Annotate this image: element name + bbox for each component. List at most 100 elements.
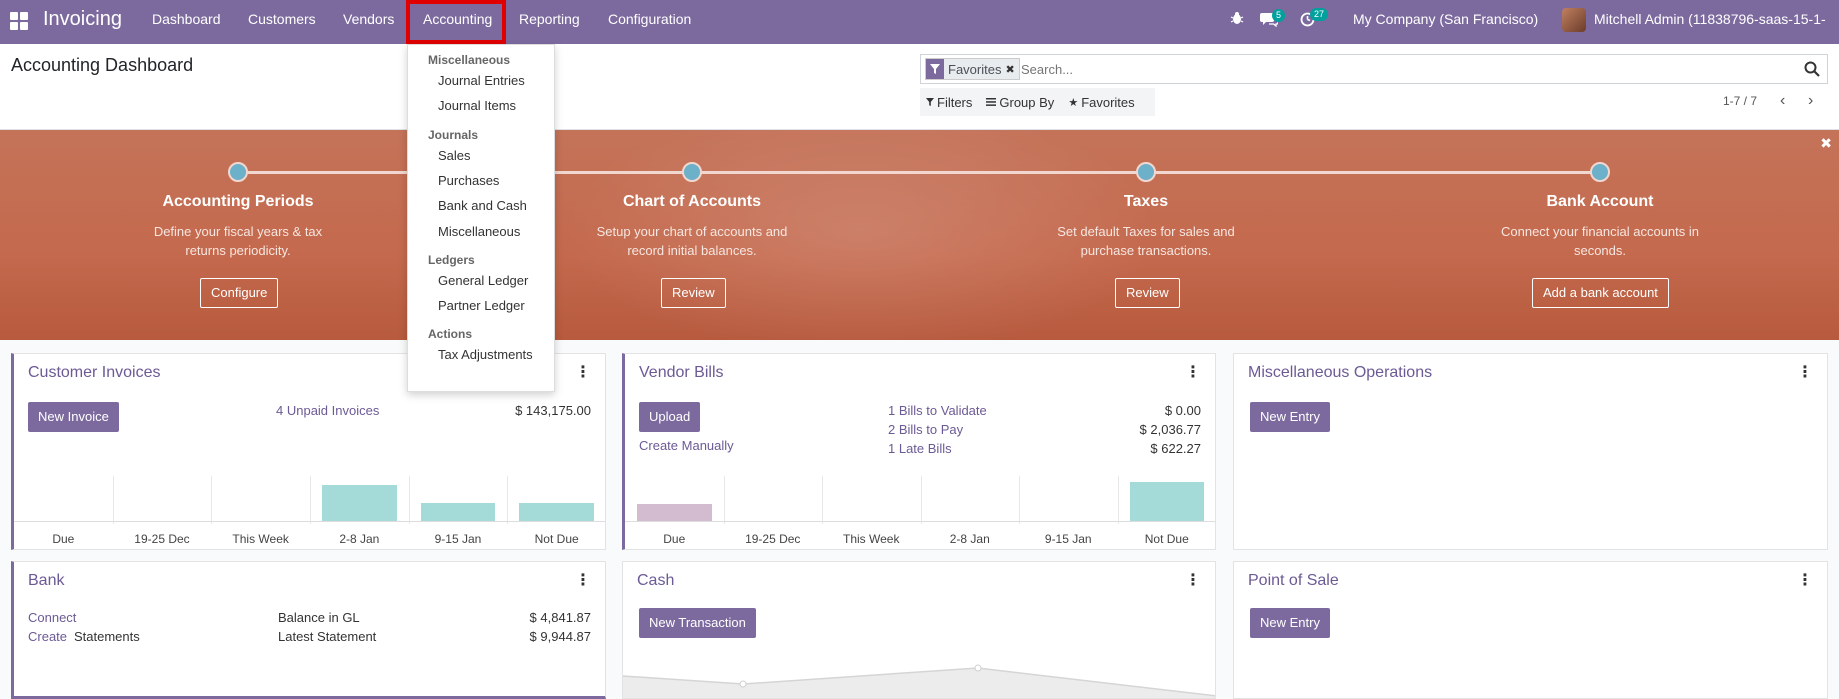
groupby-label: Group By [999, 94, 1055, 110]
kebab-menu-icon[interactable]: ⋮ [1185, 572, 1201, 589]
card-title[interactable]: Vendor Bills [639, 364, 724, 381]
step-action-button[interactable]: Add a bank account [1532, 278, 1669, 308]
messages-badge: 5 [1272, 9, 1286, 22]
step-description: Setup your chart of accounts and [596, 224, 788, 239]
dropdown-item[interactable]: Miscellaneous [438, 223, 521, 239]
upload-button[interactable]: Upload [639, 402, 701, 432]
card-title[interactable]: Bank [28, 572, 65, 589]
search-facet[interactable]: Favorites ✖ [925, 58, 1020, 80]
dropdown-item[interactable]: Journal Items [438, 98, 517, 114]
bank-statements-text: Statements [74, 629, 140, 644]
step-action-button[interactable]: Review [1115, 278, 1180, 308]
dropdown-section-header: Actions [428, 327, 473, 342]
chart-bar[interactable] [420, 503, 496, 521]
search-icon[interactable] [1803, 60, 1821, 78]
chart-column [1117, 476, 1216, 524]
late-bills-link[interactable]: 1 Late Bills [888, 441, 952, 456]
dropdown-item[interactable]: Sales [438, 147, 471, 163]
dropdown-item[interactable]: Tax Adjustments [438, 347, 533, 363]
search-input[interactable] [1021, 59, 1781, 79]
search-options: Filters Group By ★ Favorites [920, 88, 1155, 116]
step-description: record initial balances. [627, 243, 757, 258]
dropdown-item[interactable]: Partner Ledger [438, 298, 525, 314]
chart-column [822, 476, 921, 524]
chart-column [1019, 476, 1118, 524]
card-cash: Cash ⋮ New Transaction [622, 561, 1216, 699]
card-bank: Bank ⋮ Connect Create Statements Balance… [11, 561, 606, 699]
dropdown-section-header: Ledgers [428, 252, 475, 267]
menu-reporting[interactable]: Reporting [519, 11, 580, 27]
bills-to-pay-amount: $ 2,036.77 [1139, 422, 1201, 437]
groupby-button[interactable]: Group By [986, 95, 1054, 110]
chart-bar[interactable] [519, 503, 594, 521]
close-icon[interactable]: ✖ [1820, 135, 1832, 151]
menu-accounting[interactable]: Accounting [423, 11, 493, 27]
step-action-button[interactable]: Configure [200, 278, 279, 308]
card-point-of-sale: Point of Sale ⋮ New Entry [1233, 561, 1828, 699]
chart-bar[interactable] [1129, 482, 1204, 521]
dropdown-item[interactable]: General Ledger [438, 272, 529, 288]
dropdown-section-header: Journals [428, 127, 479, 142]
bills-to-validate-link[interactable]: 1 Bills to Validate [888, 403, 987, 418]
cash-line-graph [623, 664, 1215, 698]
step-description: Define your fiscal years & tax [153, 224, 323, 239]
user-avatar[interactable] [1562, 8, 1586, 32]
activities-badge: 27 [1310, 8, 1329, 21]
card-title[interactable]: Point of Sale [1248, 572, 1339, 589]
chart-label: 2-8 Jan [339, 532, 380, 546]
bills-to-pay-link[interactable]: 2 Bills to Pay [888, 422, 964, 437]
filter-icon [926, 59, 944, 79]
kebab-menu-icon[interactable]: ⋮ [575, 572, 591, 589]
card-title[interactable]: Customer Invoices [28, 364, 161, 381]
facet-remove-icon[interactable]: ✖ [1005, 63, 1015, 76]
new-entry-button[interactable]: New Entry [1250, 402, 1330, 432]
pos-new-entry-button[interactable]: New Entry [1250, 608, 1330, 638]
pager-next-icon[interactable]: › [1808, 92, 1814, 109]
chart-axis [625, 521, 1215, 522]
step-action-button[interactable]: Review [661, 278, 726, 308]
dropdown-section-header: Miscellaneous [428, 53, 511, 67]
menu-vendors[interactable]: Vendors [343, 11, 395, 27]
kebab-menu-icon[interactable]: ⋮ [575, 364, 591, 381]
apps-menu-icon[interactable] [10, 12, 28, 30]
pager-value[interactable]: 1-7 / 7 [1723, 94, 1758, 108]
kebab-menu-icon[interactable]: ⋮ [1185, 364, 1201, 381]
card-vendor-bills: Vendor Bills ⋮ Upload Create Manually 1 … [622, 353, 1216, 550]
filters-label: Filters [937, 94, 973, 110]
menu-configuration[interactable]: Configuration [608, 11, 692, 27]
dropdown-item[interactable]: Bank and Cash [438, 198, 527, 214]
filters-button[interactable]: Filters [926, 95, 972, 110]
card-title[interactable]: Cash [637, 572, 675, 589]
user-menu[interactable]: Mitchell Admin (11838796-saas-15-1-all) [1594, 11, 1826, 65]
chart-label: 19-25 Dec [745, 532, 801, 546]
bug-icon[interactable] [1230, 11, 1244, 25]
control-panel: Accounting Dashboard Favorites ✖ Filters… [0, 44, 1839, 130]
accounting-dropdown-menu: Miscellaneous Journal Entries Journal Item… [407, 44, 555, 392]
chart-bar[interactable] [322, 485, 397, 521]
dropdown-item[interactable]: Journal Entries [438, 73, 525, 88]
unpaid-invoices-link[interactable]: 4 Unpaid Invoices [276, 403, 380, 418]
chart-label: This Week [843, 532, 900, 546]
new-transaction-button[interactable]: New Transaction [639, 608, 756, 638]
chart-bar[interactable] [637, 504, 712, 521]
new-invoice-button[interactable]: New Invoice [28, 402, 119, 432]
bank-connect-link[interactable]: Connect [28, 610, 77, 625]
vendor-bills-chart [625, 476, 1215, 524]
favorites-button[interactable]: ★ Favorites [1068, 95, 1134, 110]
kebab-menu-icon[interactable]: ⋮ [1797, 364, 1813, 381]
menu-customers[interactable]: Customers [248, 11, 316, 27]
pager-previous-icon[interactable]: ‹ [1780, 92, 1786, 109]
app-brand[interactable]: Invoicing [43, 8, 122, 30]
balance-gl-label: Balance in GL [278, 610, 360, 625]
bank-create-link[interactable]: Create [28, 629, 68, 644]
step-description: purchase transactions. [1080, 243, 1212, 258]
card-title[interactable]: Miscellaneous Operations [1248, 364, 1433, 381]
vendor-bills-chart-labels: Due 19-25 Dec This Week 2-8 Jan 9-15 Jan Not … [625, 532, 1215, 548]
menu-dashboard[interactable]: Dashboard [152, 11, 221, 27]
kebab-menu-icon[interactable]: ⋮ [1797, 572, 1813, 589]
balance-gl-amount: $ 4,841.87 [529, 610, 591, 625]
dropdown-item[interactable]: Purchases [438, 172, 500, 188]
chart-label: Not Due [1144, 532, 1189, 546]
create-manually-link[interactable]: Create Manually [639, 438, 734, 453]
company-switcher[interactable]: My Company (San Francisco) [1353, 11, 1539, 27]
